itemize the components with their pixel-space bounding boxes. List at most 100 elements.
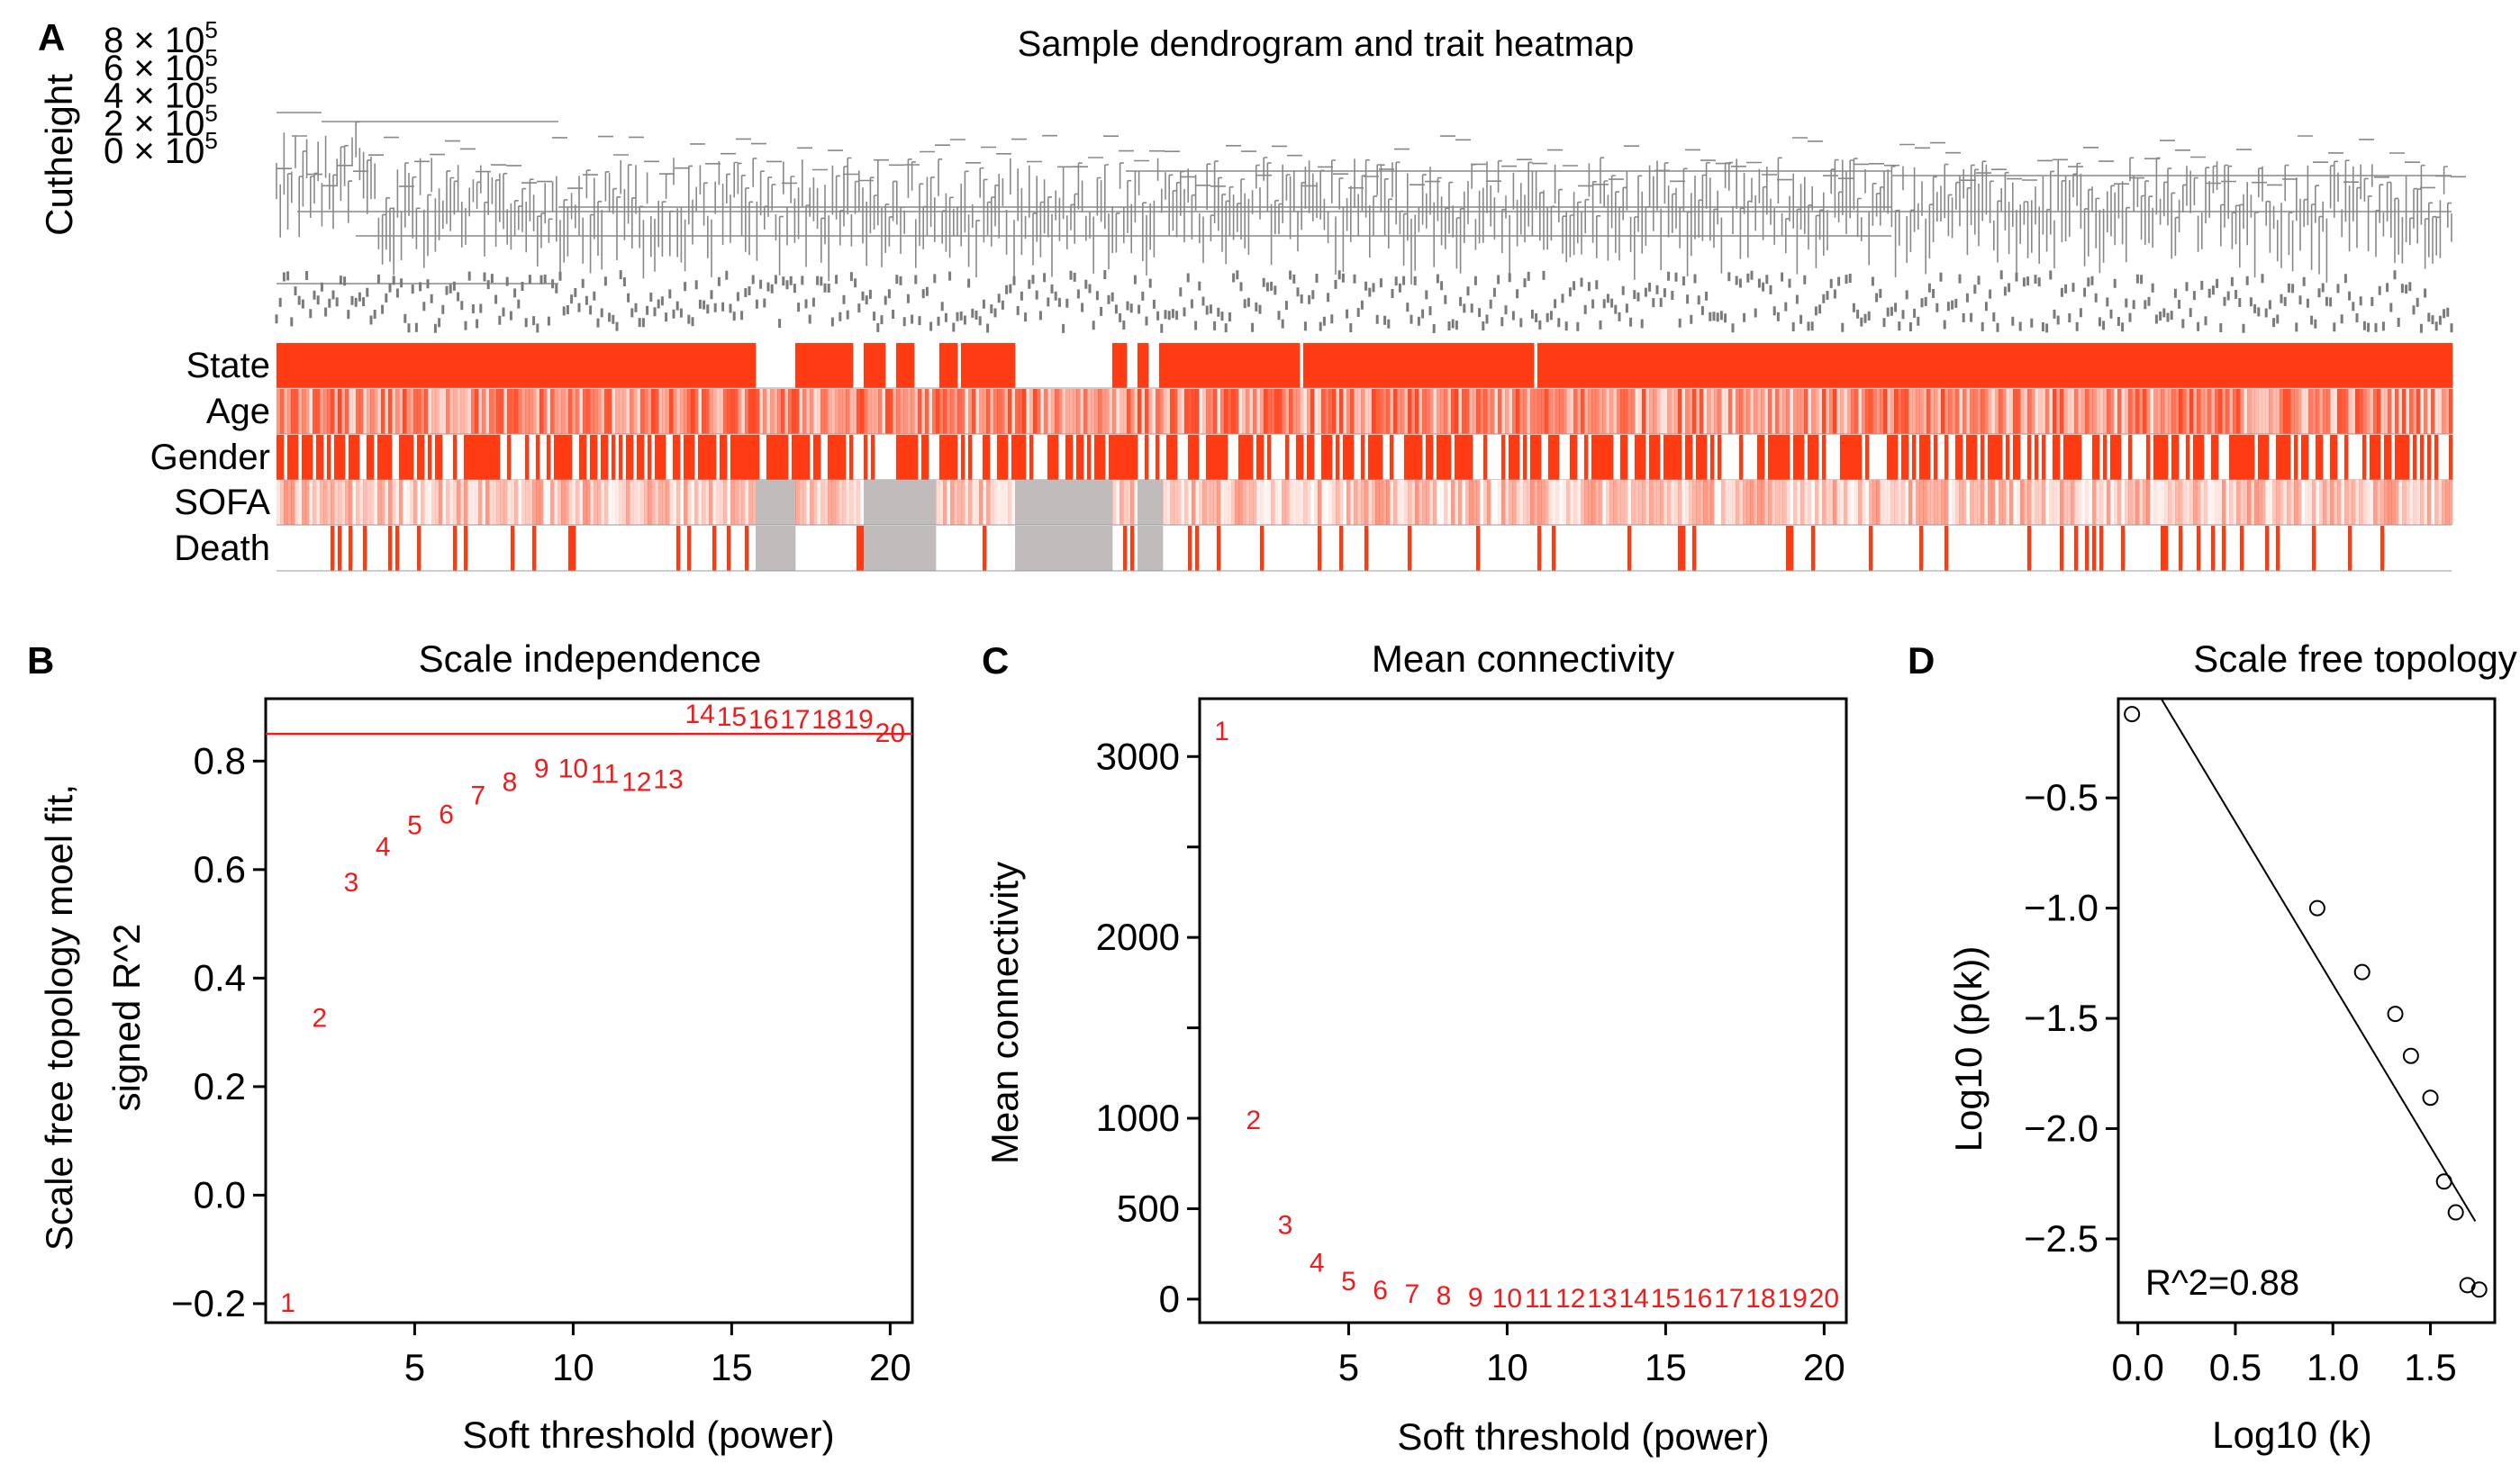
dendrogram [275, 112, 2466, 333]
point-label: 3 [344, 868, 359, 898]
trait-row-age [276, 389, 2453, 435]
plot-area-d: 0.0 0.5 1.0 1.5 −0.5 −1.0 −1.5 −2.0 −2.5 [2024, 698, 2488, 1388]
panel-label-d: D [1908, 639, 1935, 682]
y-axis-label-b-line2: signed R^2 [105, 924, 148, 1112]
trait-row-gender [276, 435, 2453, 481]
point-label: 3 [1278, 1211, 1293, 1241]
plot-frame-b [264, 697, 914, 1324]
point-label: 4 [376, 833, 391, 863]
plot-frame-c [1198, 697, 1848, 1324]
x-tick-label: 10 [552, 1346, 594, 1388]
point-label: 5 [1341, 1267, 1356, 1297]
trait-row-sofa [276, 480, 2453, 526]
x-tick-label: 1.0 [2307, 1346, 2359, 1388]
point-label: 2 [312, 1004, 327, 1034]
y-tick-label-a: 0 × 105 [104, 127, 218, 171]
y-axis-label-d: Log10 (p(k)) [1947, 946, 1990, 1152]
y-tick-label: −2.5 [2024, 1217, 2098, 1260]
point-label: 19 [843, 705, 873, 735]
point-label: 1 [1214, 717, 1229, 746]
point-label: 15 [717, 702, 747, 732]
data-point [2447, 1204, 2464, 1221]
x-tick-label: 5 [1338, 1346, 1359, 1388]
point-label: 9 [534, 754, 549, 783]
trait-label-sofa: SOFA [174, 483, 270, 522]
trait-row-state [276, 343, 2453, 389]
point-label: 13 [1587, 1284, 1617, 1314]
point-label: 15 [1651, 1284, 1681, 1314]
dendrogram-leaf-labels [275, 270, 2453, 333]
point-label: 12 [621, 767, 651, 797]
point-label: 4 [1310, 1249, 1325, 1279]
point-label: 1 [280, 1288, 295, 1318]
point-label: 20 [875, 718, 905, 748]
y-tick-label: 1000 [1096, 1097, 1180, 1139]
y-tick-label: −1.5 [2024, 997, 2098, 1039]
data-point [2402, 1047, 2419, 1064]
point-label: 8 [1437, 1281, 1452, 1311]
y-tick-label: −0.2 [171, 1282, 246, 1324]
y-tick-label: 0.2 [194, 1065, 246, 1107]
x-tick-label: 10 [1486, 1346, 1528, 1388]
y-axis-label-c: Mean connectivity [984, 862, 1026, 1164]
data-point [2435, 1173, 2452, 1190]
point-label: 17 [1714, 1284, 1744, 1314]
panel-d: D Scale free topology 0.0 0.5 1.0 1.5 −0.5 −1… [1908, 637, 2517, 1456]
y-tick-label-a: 2 × 105 [104, 99, 218, 143]
x-tick-label: 1.5 [2404, 1346, 2456, 1388]
panel-a: A Sample dendrogram and trait heatmap Cu… [38, 16, 2466, 572]
data-point [2353, 963, 2370, 980]
y-tick-label: 3000 [1096, 735, 1180, 777]
y-axis-label-a: Cutheight [38, 74, 80, 236]
y-tick-label: 0 [1159, 1278, 1180, 1320]
data-point [2387, 1006, 2404, 1023]
data-point [2422, 1089, 2439, 1107]
y-tick-label-a: 8 × 105 [104, 16, 218, 60]
point-label: 13 [653, 764, 683, 794]
panel-label-b: B [27, 639, 54, 682]
x-tick-label: 0.5 [2209, 1346, 2262, 1388]
trait-row-death [276, 526, 2452, 572]
point-label: 16 [1682, 1284, 1712, 1314]
y-tick-label: 500 [1117, 1187, 1180, 1229]
panel-label-c: C [982, 639, 1009, 682]
point-label: 14 [684, 700, 714, 729]
point-label: 5 [407, 811, 422, 841]
y-tick-label: −1.0 [2024, 887, 2098, 929]
point-label: 10 [1492, 1284, 1522, 1314]
y-tick-label: 0.6 [194, 848, 246, 890]
y-axis-label-b-line1: Scale free topology moel fit, [38, 784, 80, 1251]
point-label: 11 [591, 759, 619, 789]
point-label: 6 [439, 800, 454, 830]
trait-label-death: Death [174, 529, 270, 568]
dendrogram-branches [276, 112, 2466, 285]
chart-title-a: Sample dendrogram and trait heatmap [1018, 24, 1635, 64]
point-label: 11 [1525, 1284, 1553, 1314]
trait-row-labels: State Age Gender SOFA Death [150, 346, 271, 568]
point-label: 6 [1373, 1276, 1388, 1306]
x-axis-label-c: Soft threshold (power) [1397, 1415, 1769, 1458]
point-label: 14 [1618, 1284, 1648, 1314]
fit-line [2160, 698, 2477, 1222]
data-point [2308, 899, 2325, 917]
y-tick-label: −2.0 [2024, 1107, 2098, 1150]
point-label: 2 [1246, 1106, 1261, 1135]
trait-heatmap [276, 343, 2453, 572]
point-label: 7 [470, 781, 485, 810]
x-axis-label-d: Log10 (k) [2212, 1414, 2371, 1456]
point-label: 17 [780, 705, 810, 735]
point-label: 9 [1468, 1283, 1483, 1313]
y-tick-label-a: 4 × 105 [104, 72, 218, 116]
data-point [2124, 706, 2141, 723]
chart-title-d: Scale free topology [2193, 637, 2517, 680]
x-tick-label: 20 [1803, 1346, 1845, 1388]
point-label: 20 [1809, 1284, 1839, 1314]
x-tick-label: 15 [1645, 1346, 1687, 1388]
y-tick-label: 2000 [1096, 916, 1180, 958]
x-tick-label: 20 [869, 1346, 911, 1388]
x-tick-label: 15 [711, 1346, 753, 1388]
x-axis-label-b: Soft threshold (power) [462, 1414, 834, 1456]
